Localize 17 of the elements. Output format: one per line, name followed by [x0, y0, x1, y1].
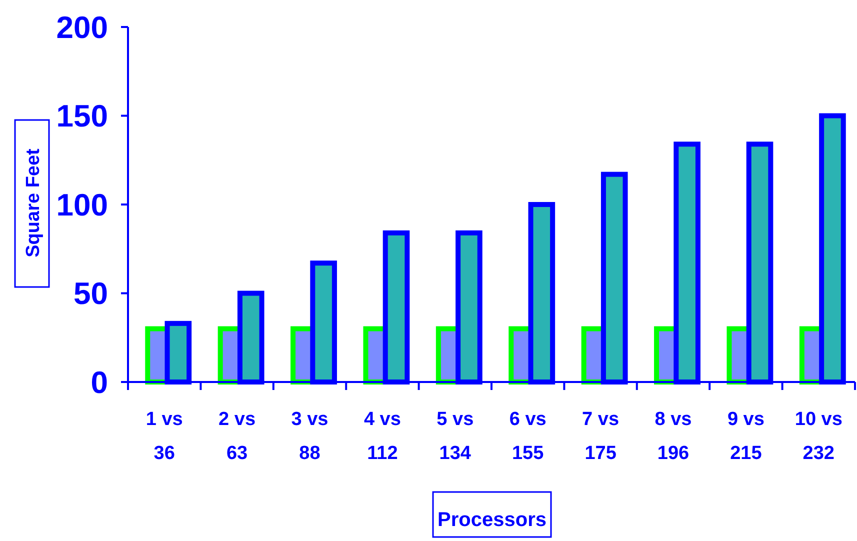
- x-tick-label: 7 vs 175: [582, 409, 620, 464]
- x-tick-label: 5 vs 134: [436, 409, 474, 464]
- x-tick-label: 6 vs 155: [509, 409, 546, 464]
- x-axis-title: Processors: [438, 509, 546, 531]
- y-tick-label: 200: [56, 10, 108, 45]
- x-tick-label: 2 vs 63: [218, 409, 256, 464]
- x-tick-label: 1 vs 36: [146, 409, 183, 464]
- y-tick-label: 0: [90, 364, 108, 400]
- x-tick-label: 3 vs 88: [291, 409, 328, 464]
- y-tick-label: 150: [56, 98, 108, 134]
- y-axis-title: Square Feet: [23, 148, 44, 258]
- x-tick-label: 10 vs 232: [794, 409, 842, 464]
- x-tick-label: 8 vs 196: [654, 409, 692, 464]
- x-tick-label: 9 vs 215: [727, 409, 764, 464]
- y-tick-label: 50: [74, 276, 108, 312]
- x-tick-label: 4 vs 112: [364, 409, 401, 464]
- y-tick-label: 100: [56, 187, 108, 222]
